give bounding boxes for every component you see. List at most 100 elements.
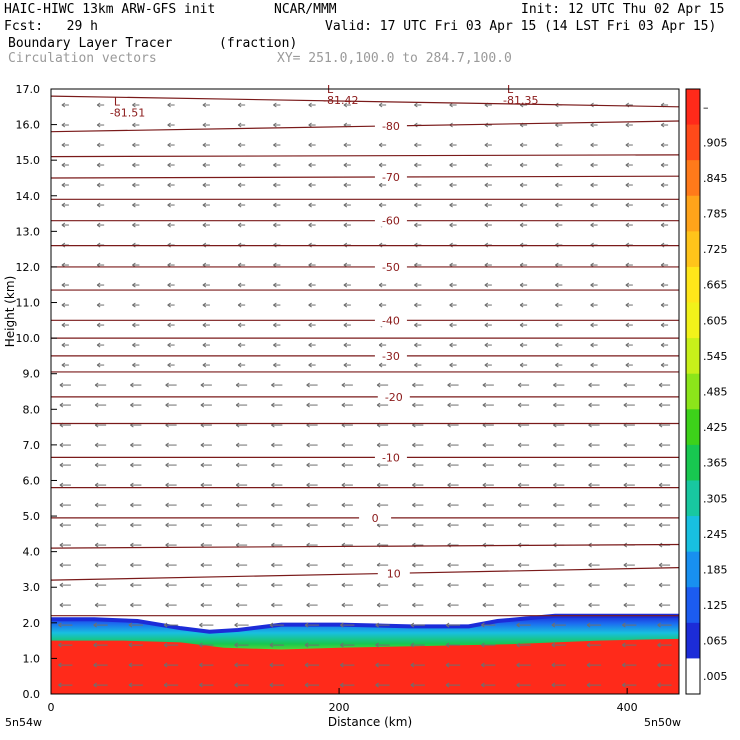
- vector-arrow: [660, 182, 669, 188]
- vector-arrow: [200, 462, 212, 468]
- vector-head: [235, 602, 240, 608]
- vector-arrow: [202, 202, 210, 208]
- vector-arrow: [237, 322, 246, 328]
- vector-head: [340, 662, 344, 668]
- vector-head: [378, 342, 383, 348]
- vector-arrow: [306, 442, 318, 448]
- vector-head: [167, 122, 171, 128]
- vector-head: [517, 602, 522, 608]
- vector-head: [553, 602, 557, 608]
- vector-arrow: [343, 162, 351, 168]
- vector-arrow: [625, 342, 633, 348]
- vector-head: [235, 462, 240, 468]
- vector-arrow: [199, 662, 214, 668]
- vector-head: [199, 662, 203, 668]
- vector-arrow: [447, 502, 459, 508]
- vector-arrow: [660, 222, 669, 228]
- vector-arrow: [130, 442, 142, 448]
- labeled-contour: -70: [50, 170, 680, 184]
- vector-arrow: [623, 482, 635, 488]
- vector-arrow: [167, 362, 175, 368]
- vector-head: [237, 362, 242, 368]
- vector-head: [586, 662, 591, 668]
- vector-head: [167, 282, 171, 288]
- vector-head: [202, 182, 207, 188]
- vector-head: [235, 562, 240, 568]
- vector-head: [343, 202, 348, 208]
- vector-arrow: [306, 462, 318, 468]
- vector-head: [132, 142, 136, 148]
- vector-head: [202, 282, 207, 288]
- vector-head: [588, 582, 592, 588]
- vector-head: [590, 162, 594, 168]
- vector-arrow: [128, 662, 143, 668]
- vector-arrow: [625, 202, 633, 208]
- vector-head: [625, 282, 630, 288]
- vector-arrow: [130, 562, 142, 568]
- vector-head: [132, 302, 136, 308]
- vector-head: [376, 402, 381, 408]
- vector-head: [658, 582, 663, 588]
- vector-arrow: [235, 462, 248, 468]
- vector-head: [235, 482, 240, 488]
- vector-arrow: [94, 402, 107, 408]
- vector-head: [482, 502, 487, 508]
- vector-head: [625, 302, 630, 308]
- vector-head: [269, 662, 274, 668]
- y-tick-label: 3.0: [23, 581, 41, 594]
- vector-head: [378, 282, 383, 288]
- vector-head: [61, 302, 66, 308]
- model-title: HAIC-HIWC 13km ARW-GFS init: [4, 2, 216, 17]
- vector-arrow: [130, 482, 142, 488]
- vector-arrow: [588, 502, 600, 508]
- vector-arrow: [484, 122, 492, 128]
- vector-head: [237, 182, 242, 188]
- vector-head: [517, 482, 522, 488]
- vector-arrow: [341, 562, 353, 568]
- vector-arrow: [200, 522, 212, 528]
- low-letter: L: [114, 96, 121, 109]
- vector-arrow: [482, 462, 494, 468]
- vector-head: [167, 362, 171, 368]
- vector-arrow: [555, 182, 563, 188]
- vector-arrow: [658, 562, 671, 568]
- vector-arrow: [202, 282, 210, 288]
- vector-arrow: [306, 602, 318, 608]
- vector-arrow: [306, 502, 318, 508]
- contour-label: 0: [372, 512, 379, 525]
- vector-head: [128, 682, 133, 688]
- vector-head: [375, 642, 379, 648]
- vector-head: [588, 522, 592, 528]
- vector-head: [341, 582, 346, 588]
- vector-head: [447, 442, 451, 448]
- vector-arrow: [308, 122, 316, 128]
- vector-arrow: [271, 602, 283, 608]
- vector-arrow: [484, 362, 492, 368]
- vector-arrow: [590, 202, 598, 208]
- contour-label: -20: [385, 391, 403, 404]
- vector-head: [658, 462, 663, 468]
- vector-arrow: [449, 302, 457, 308]
- vector-head: [200, 522, 205, 528]
- vector-head: [622, 662, 626, 668]
- vector-head: [132, 362, 136, 368]
- y-tick-label: 8.0: [23, 403, 41, 416]
- y-tick-label: 9.0: [23, 368, 41, 381]
- vector-head: [412, 382, 416, 388]
- vector-arrow: [519, 182, 528, 188]
- vector-arrow: [555, 162, 563, 168]
- vector-arrow: [61, 122, 69, 128]
- contour-label-bg: [374, 450, 407, 464]
- vector-head: [58, 642, 62, 648]
- vector-arrow: [200, 602, 212, 608]
- vector-head: [59, 602, 64, 608]
- vector-head: [94, 602, 99, 608]
- x-tick-label: 400: [617, 701, 638, 714]
- vector-head: [516, 682, 520, 688]
- vector-head: [341, 602, 346, 608]
- vector-head: [375, 662, 379, 668]
- vector-arrow: [378, 342, 387, 348]
- vector-head: [481, 642, 485, 648]
- vector-arrow: [271, 402, 283, 408]
- vector-arrow: [414, 342, 422, 348]
